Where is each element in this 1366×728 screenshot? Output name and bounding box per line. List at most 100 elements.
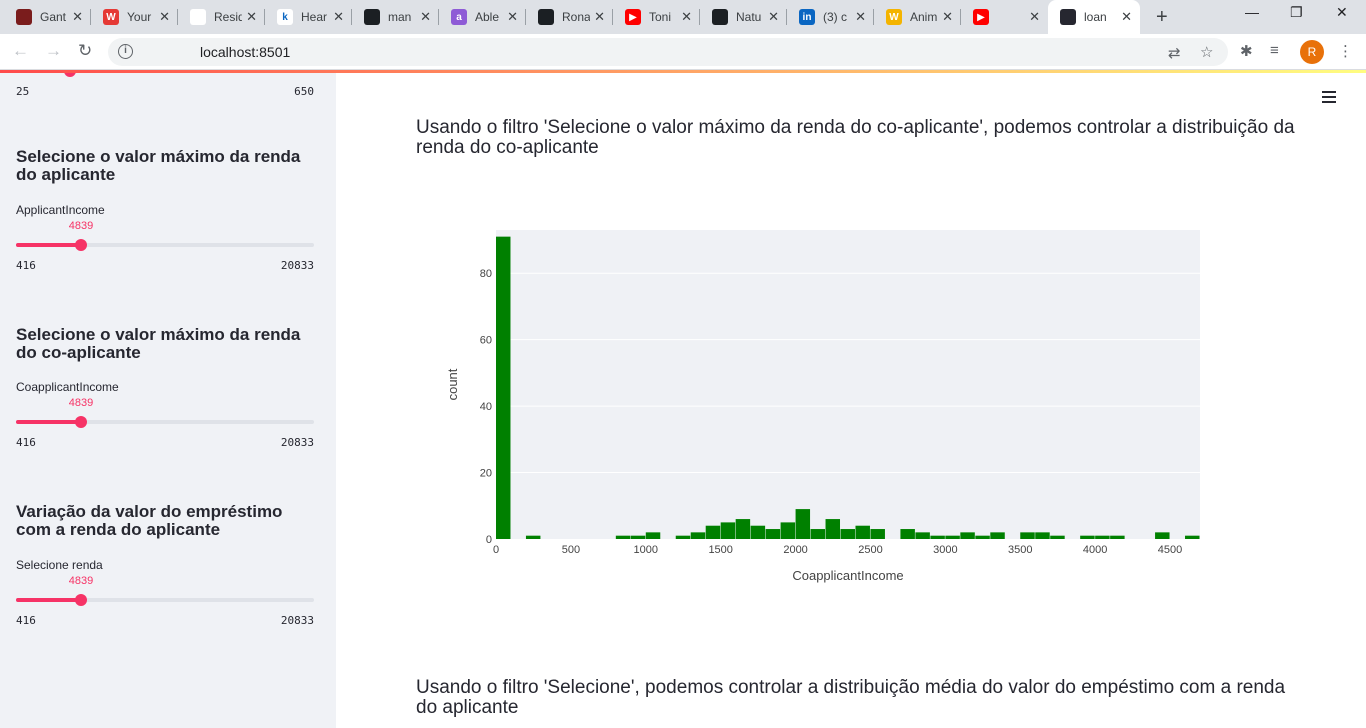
tab-favicon-icon: ▶ bbox=[973, 9, 989, 25]
tab-title: Natu bbox=[736, 10, 762, 24]
browser-tab[interactable]: k Hear ✕ bbox=[265, 0, 352, 34]
tab-close-icon[interactable]: ✕ bbox=[681, 9, 692, 24]
y-tick-label: 80 bbox=[480, 268, 492, 280]
slider-track[interactable] bbox=[16, 416, 314, 428]
browser-tab[interactable]: ▶ Toni ✕ bbox=[613, 0, 700, 34]
browser-tab[interactable]: W Anim ✕ bbox=[874, 0, 961, 34]
site-info-icon[interactable]: i bbox=[118, 44, 133, 59]
tab-title: Anim bbox=[910, 10, 938, 24]
browser-tab[interactable]: ▶ ✕ bbox=[961, 0, 1048, 34]
tab-close-icon[interactable]: ✕ bbox=[594, 9, 605, 24]
tab-close-icon[interactable]: ✕ bbox=[333, 9, 344, 24]
hamburger-menu-icon[interactable] bbox=[1322, 91, 1338, 103]
applicant-income-heading: Selecione o valor máximo da renda do apl… bbox=[16, 147, 301, 184]
browser-tab[interactable]: Rona ✕ bbox=[526, 0, 613, 34]
slider-thumb[interactable] bbox=[63, 73, 76, 77]
browser-tab[interactable]: Resid ✕ bbox=[178, 0, 265, 34]
back-icon[interactable]: ← bbox=[12, 41, 29, 60]
browser-toolbar: ← → ↻ i localhost:8501 ⇄ ☆ ✱ ≡ R ⋮ bbox=[0, 34, 1366, 70]
slider-fill bbox=[16, 243, 81, 247]
slider-max: 20833 bbox=[280, 259, 314, 272]
slider-max: 650 bbox=[294, 85, 314, 98]
y-tick-label: 40 bbox=[480, 401, 492, 413]
tab-close-icon[interactable]: ✕ bbox=[420, 9, 431, 24]
loan-description: Usando o filtro 'Selecione', podemos con… bbox=[416, 677, 1286, 718]
tab-close-icon[interactable]: ✕ bbox=[72, 9, 83, 24]
extensions-icon[interactable]: ✱ bbox=[1240, 43, 1253, 60]
tab-title: Toni bbox=[649, 10, 672, 24]
browser-tab[interactable]: Gant ✕ bbox=[4, 0, 91, 34]
slider-track[interactable] bbox=[16, 239, 314, 251]
slider-fill bbox=[16, 598, 81, 602]
histogram-bar bbox=[1110, 535, 1125, 539]
tab-close-icon[interactable]: ✕ bbox=[507, 9, 518, 24]
coapplicant-income-histogram: 0 20 40 60 80 0 500 1000 1500 2000 2500 3000 3500 400… bbox=[416, 218, 1316, 598]
translate-icon[interactable]: ⇄ bbox=[1168, 45, 1181, 62]
address-bar[interactable]: i localhost:8501 ⇄ ☆ bbox=[108, 38, 1228, 66]
histogram-bar bbox=[825, 519, 841, 539]
coapplicant-income-slider[interactable]: CoapplicantIncome 4839 416 20833 bbox=[16, 380, 314, 450]
tab-separator bbox=[960, 9, 961, 25]
income-select-slider[interactable]: Selecione renda 4839 416 20833 bbox=[16, 558, 314, 628]
tab-close-icon[interactable]: ✕ bbox=[942, 9, 953, 24]
tab-close-icon[interactable]: ✕ bbox=[246, 9, 257, 24]
bookmark-star-icon[interactable]: ☆ bbox=[1200, 44, 1214, 61]
slider-thumb[interactable] bbox=[74, 594, 87, 606]
histogram-bar bbox=[1020, 532, 1035, 539]
slider-track[interactable] bbox=[16, 594, 314, 606]
minimize-icon[interactable]: — bbox=[1245, 4, 1259, 20]
restore-icon[interactable]: ❐ bbox=[1290, 4, 1303, 20]
forward-icon[interactable]: → bbox=[45, 41, 62, 60]
histogram-bar bbox=[525, 535, 541, 539]
browser-tab[interactable]: Natu ✕ bbox=[700, 0, 787, 34]
tab-separator bbox=[873, 9, 874, 25]
slider-thumb[interactable] bbox=[74, 416, 87, 428]
applicant-income-slider[interactable]: ApplicantIncome 4839 416 20833 bbox=[16, 203, 314, 273]
tab-close-icon[interactable]: ✕ bbox=[1121, 9, 1132, 24]
histogram-bar bbox=[945, 535, 960, 539]
tab-close-icon[interactable]: ✕ bbox=[159, 9, 170, 24]
close-window-icon[interactable]: ✕ bbox=[1336, 4, 1348, 20]
tab-separator bbox=[699, 9, 700, 25]
histogram-bar bbox=[810, 529, 826, 539]
profile-avatar[interactable]: R bbox=[1300, 40, 1324, 64]
histogram-bar bbox=[870, 529, 885, 539]
browser-tab[interactable]: a Able ✕ bbox=[439, 0, 526, 34]
tab-title: Rona bbox=[562, 10, 590, 24]
tab-title: (3) c bbox=[823, 10, 847, 24]
histogram-bar bbox=[615, 535, 631, 539]
x-tick-label: 500 bbox=[562, 544, 580, 556]
url-text: localhost:8501 bbox=[200, 44, 291, 60]
tab-favicon-icon: a bbox=[451, 9, 467, 25]
top-slider[interactable]: 25 650 bbox=[16, 73, 314, 103]
media-control-icon[interactable]: ≡ bbox=[1270, 42, 1279, 59]
menu-kebab-icon[interactable]: ⋮ bbox=[1338, 43, 1353, 60]
tab-close-icon[interactable]: ✕ bbox=[855, 9, 866, 24]
histogram-bar bbox=[1155, 532, 1170, 539]
browser-tab[interactable]: W Your ✕ bbox=[91, 0, 178, 34]
histogram-bar bbox=[496, 236, 511, 540]
histogram-bar bbox=[690, 532, 706, 539]
slider-label: ApplicantIncome bbox=[16, 203, 105, 217]
tab-favicon-icon: in bbox=[799, 9, 815, 25]
tab-separator bbox=[612, 9, 613, 25]
slider-fill bbox=[16, 420, 81, 424]
slider-max: 20833 bbox=[280, 436, 314, 449]
y-axis-title: count bbox=[445, 368, 460, 400]
reload-icon[interactable]: ↻ bbox=[78, 41, 93, 60]
tab-close-icon[interactable]: ✕ bbox=[768, 9, 779, 24]
y-tick-label: 60 bbox=[480, 335, 492, 347]
slider-label: CoapplicantIncome bbox=[16, 380, 119, 394]
browser-tab[interactable]: man ✕ bbox=[352, 0, 439, 34]
histogram-bar bbox=[795, 509, 811, 539]
browser-tab[interactable]: in (3) c ✕ bbox=[787, 0, 874, 34]
tab-favicon-icon bbox=[364, 9, 380, 25]
histogram-bar bbox=[1095, 535, 1110, 539]
browser-tab[interactable]: loan ✕ bbox=[1048, 0, 1140, 34]
slider-thumb[interactable] bbox=[74, 239, 87, 251]
histogram-bar bbox=[975, 535, 990, 539]
y-tick-label: 0 bbox=[486, 534, 492, 546]
tab-separator bbox=[438, 9, 439, 25]
tab-close-icon[interactable]: ✕ bbox=[1029, 9, 1040, 24]
new-tab-button[interactable]: + bbox=[1156, 6, 1168, 28]
